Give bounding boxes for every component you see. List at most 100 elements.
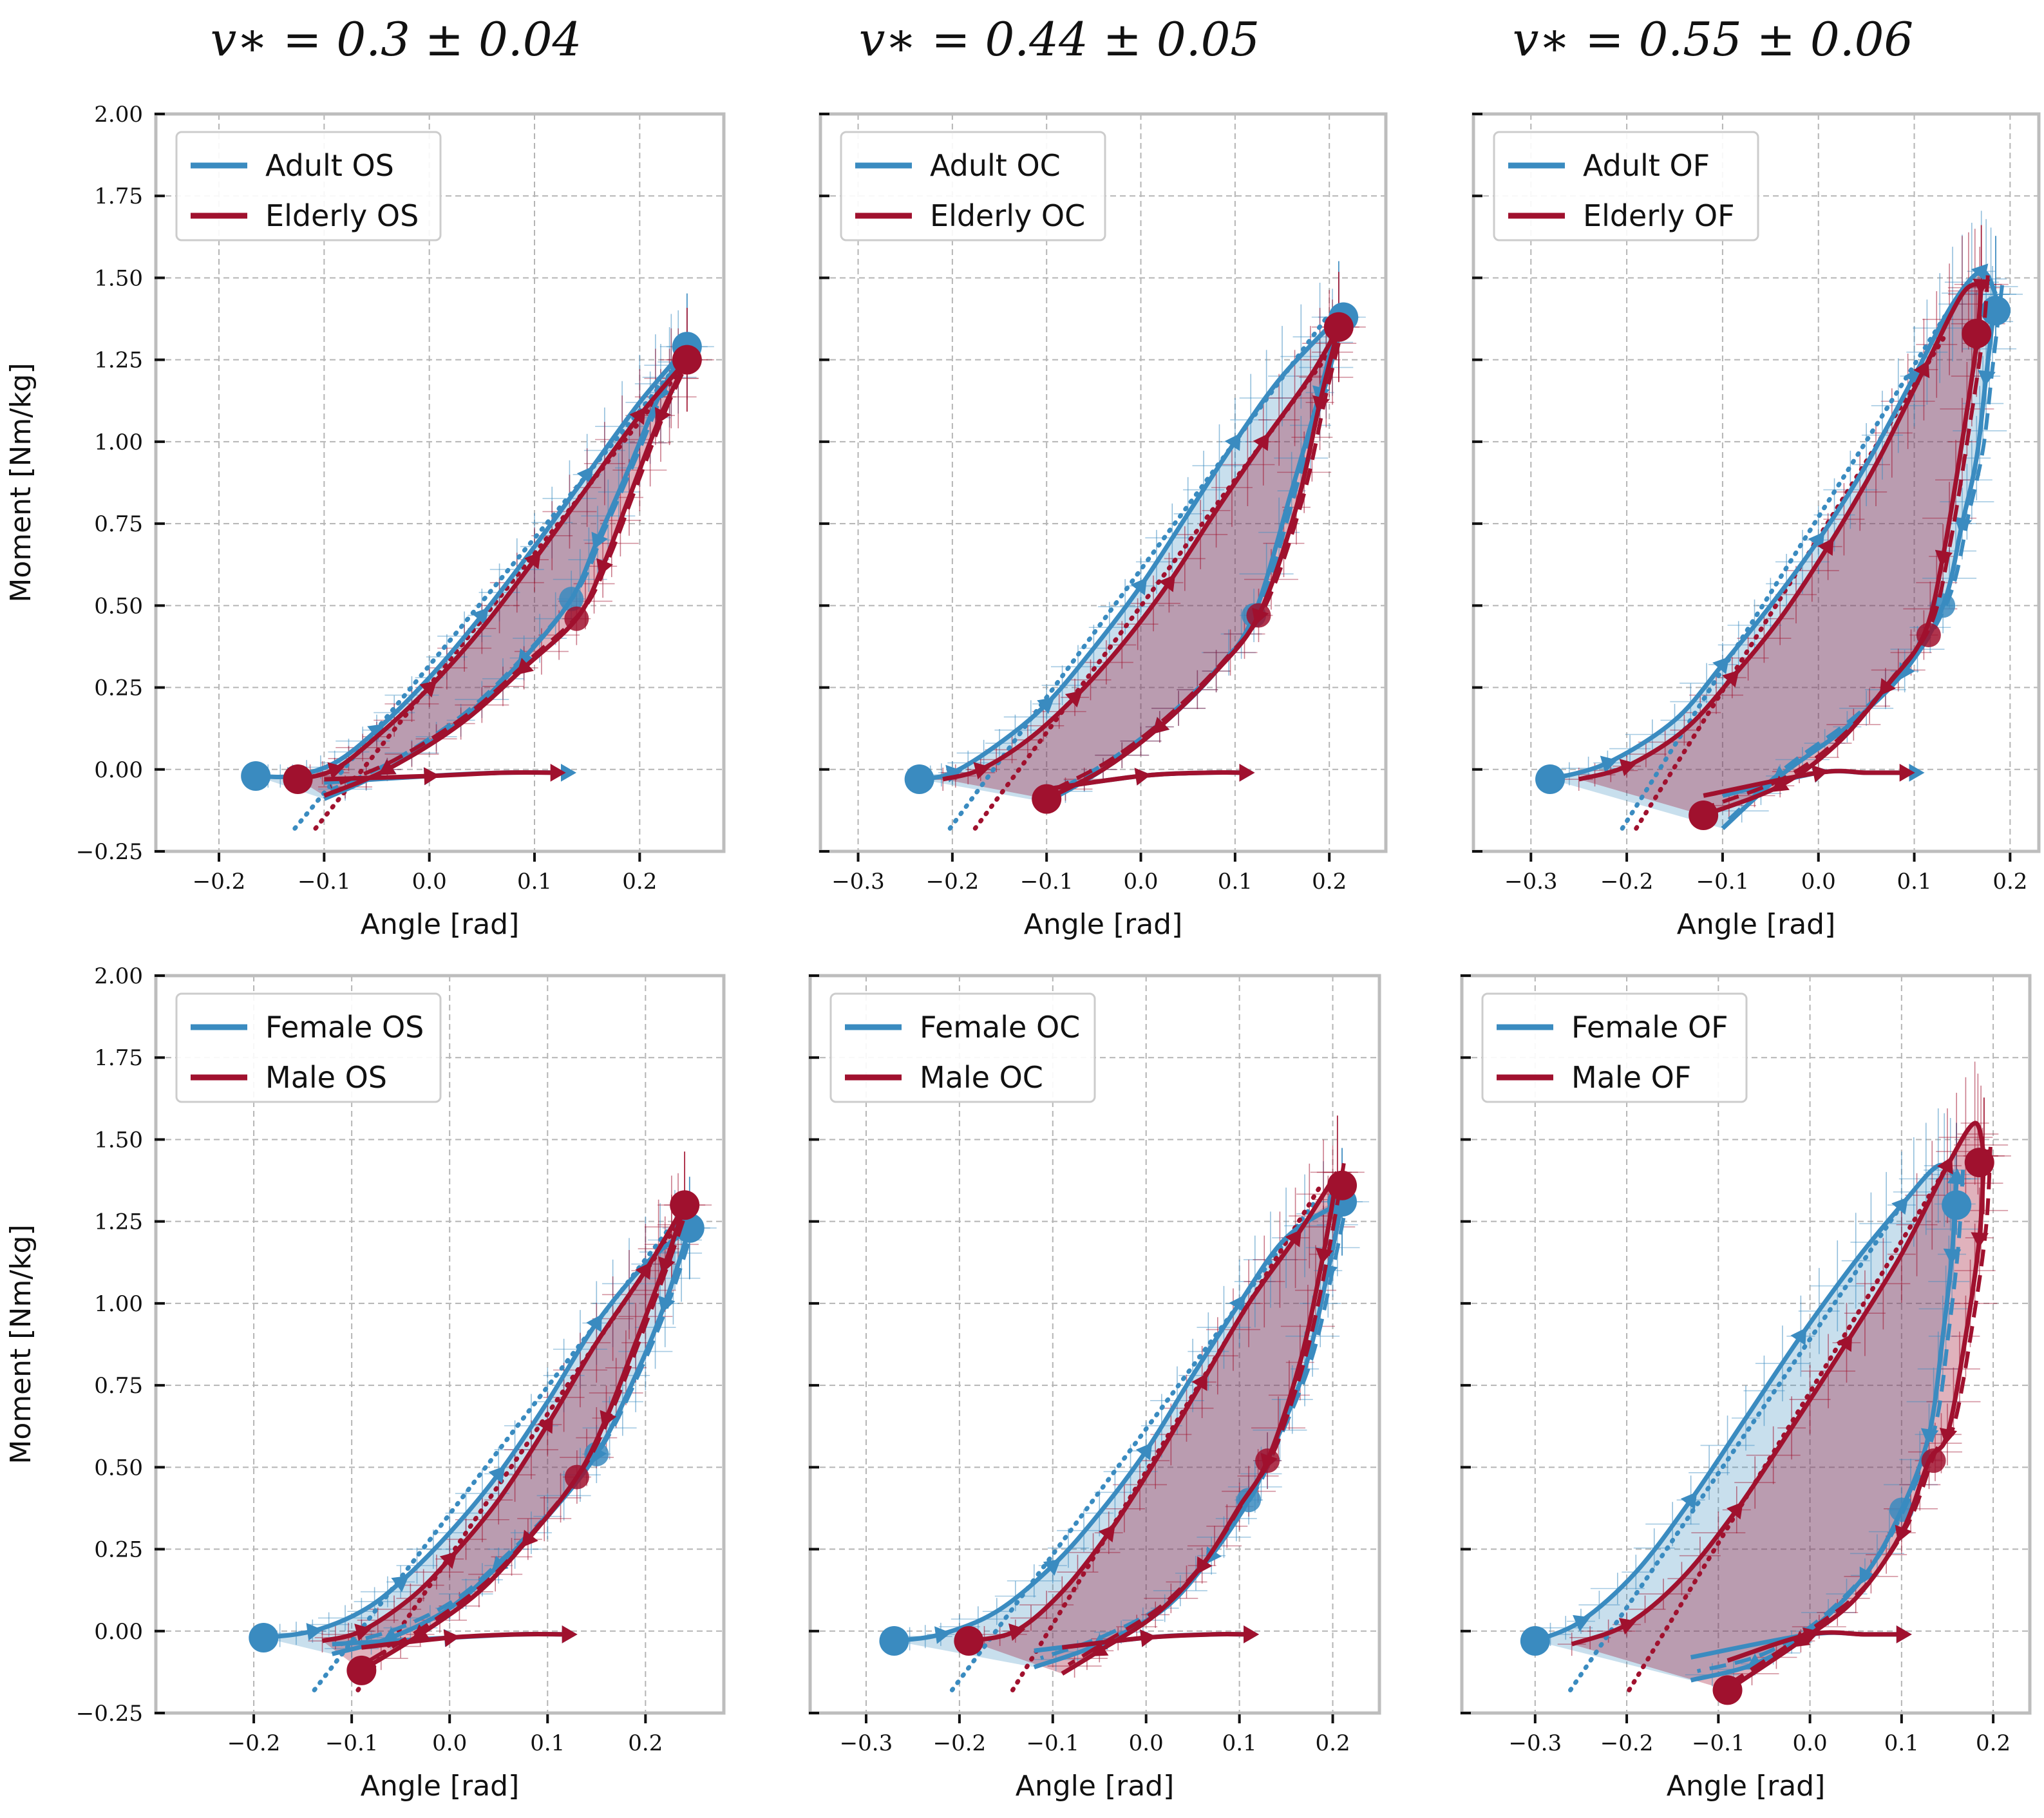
plot-area (879, 1115, 1370, 1692)
triangle-marker (1939, 1428, 1958, 1445)
triangle-marker (439, 1551, 457, 1569)
loop-fill-blue (919, 317, 1340, 802)
loop-fill-red (943, 327, 1339, 799)
circle-marker (564, 1464, 589, 1490)
triangle-marker (1722, 670, 1739, 688)
y-tick-label: 0.75 (94, 511, 143, 537)
legend-entry: Female OF (1571, 1010, 1728, 1045)
y-tick-label: 2.00 (94, 963, 143, 989)
axes-frame (808, 974, 1381, 1715)
circle-marker (1535, 764, 1566, 795)
swing-curve-red (361, 1632, 567, 1650)
plot-area (1520, 1061, 2011, 1705)
column-title-1: v∗ = 0.3 ± 0.04 (211, 12, 582, 66)
triangle-marker (306, 1623, 323, 1641)
circle-marker (1246, 603, 1271, 628)
x-tick-label: 0.1 (1218, 869, 1253, 895)
x-tick-label: 0.1 (1884, 1730, 1919, 1756)
triangle-marker (471, 607, 489, 625)
circle-marker (1032, 784, 1062, 814)
y-tick-label: 0.25 (94, 676, 143, 701)
circle-marker (1942, 1190, 1972, 1220)
triangle-marker (1098, 1524, 1115, 1542)
triangle-marker (576, 466, 594, 484)
legend-entry: Male OF (1571, 1060, 1691, 1095)
swing-curve-red (1727, 1630, 1902, 1663)
triangle-marker (522, 1529, 538, 1548)
circle-marker (1520, 1626, 1550, 1656)
triangle-marker (1792, 1631, 1811, 1647)
legend-entry: Female OC (920, 1010, 1080, 1045)
legend-entry: Elderly OS (265, 198, 419, 233)
circle-marker (249, 1622, 279, 1652)
circle-marker (1255, 1448, 1280, 1473)
panel-r0c2: −0.3 −0.2 −0.1 0.0 0.1 0.2 Angle [rad] Adult OF… (1471, 112, 2041, 941)
legend-entry: Male OS (265, 1060, 387, 1095)
x-tick-label: −0.1 (325, 1730, 379, 1756)
y-tick-label: 1.00 (94, 430, 143, 455)
triangle-marker (1772, 775, 1790, 792)
triangle-marker (1618, 1618, 1637, 1635)
x-tick-label: 0.0 (1793, 1730, 1828, 1756)
triangle-marker (488, 1466, 506, 1484)
panels: −0.25 0.00 0.25 0.50 0.75 1.00 1.25 1.50 1.75 2.0… (5, 102, 2041, 1803)
triangle-marker (973, 762, 991, 780)
circle-marker (1964, 1148, 1994, 1178)
circle-marker (584, 1441, 609, 1466)
swing-curve-red (1061, 1632, 1249, 1650)
triangle-marker (1065, 690, 1083, 708)
swing-curve-red (324, 770, 556, 782)
circle-marker (559, 587, 584, 612)
circle-marker (670, 1190, 700, 1220)
triangle-marker (658, 1256, 676, 1274)
triangle-marker (635, 1262, 652, 1280)
triangle-marker (1943, 1248, 1962, 1265)
triangle-marker (1140, 1629, 1157, 1647)
legend: Female OS Male OS (175, 992, 442, 1103)
y-tick-label: −0.25 (76, 839, 143, 865)
triangle-marker (1619, 759, 1637, 777)
triangle-marker (367, 723, 385, 741)
triangle-marker (1043, 1558, 1061, 1576)
triangle-marker (629, 407, 646, 425)
circle-marker (283, 764, 313, 795)
y-tick-label: 1.50 (94, 265, 143, 291)
swing-curve-red (1703, 768, 1905, 798)
circle-marker (1689, 800, 1719, 831)
legend: Female OC Male OC (829, 992, 1096, 1103)
stiffness-dotted-line (947, 315, 1329, 831)
triangle-marker (561, 764, 576, 782)
x-tick-label: −0.2 (1600, 1730, 1654, 1756)
circle-marker (241, 761, 271, 791)
triangle-marker (1312, 395, 1330, 413)
triangle-marker (1913, 360, 1930, 379)
triangle-marker (658, 1296, 676, 1314)
triangle-marker (1909, 764, 1925, 782)
loading-curve-blue (919, 316, 1341, 782)
loop-fill-red (969, 1172, 1339, 1674)
triangle-marker (1712, 656, 1730, 674)
x-tick-label: 0.0 (432, 1730, 467, 1756)
circle-marker (1921, 1448, 1946, 1473)
triangle-marker (1891, 1197, 1908, 1215)
circle-marker (346, 1655, 377, 1685)
stiffness-dotted-line (1620, 308, 1951, 831)
legend-entry: Female OS (265, 1010, 424, 1045)
y-tick-label: 1.25 (94, 1209, 143, 1235)
triangle-marker (1954, 516, 1973, 534)
x-tick-label: 0.2 (1316, 1730, 1350, 1756)
x-axis-label: Angle [rad] (361, 908, 520, 941)
plot-area (904, 261, 1366, 831)
triangle-marker (524, 551, 541, 569)
triangle-marker (1935, 549, 1953, 567)
column-title-3: v∗ = 0.55 ± 0.06 (1513, 12, 1913, 66)
y-tick-label: −0.25 (76, 1701, 143, 1727)
legend: Adult OF Elderly OF (1493, 131, 1759, 241)
x-tick-label: −0.3 (831, 869, 885, 895)
plot-area (249, 1151, 717, 1692)
loading-curve-red (1578, 282, 1983, 782)
circle-marker (1916, 623, 1941, 648)
triangle-marker (591, 531, 608, 550)
triangle-marker (1896, 1625, 1912, 1643)
